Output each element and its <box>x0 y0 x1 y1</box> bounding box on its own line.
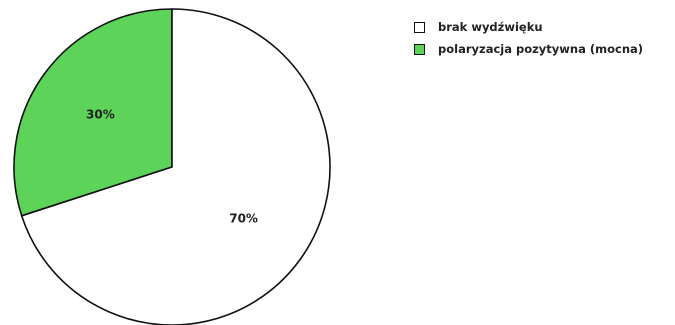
pie-slice-polaryzacja-pozytywna-mocna <box>13 8 173 217</box>
legend-label-polaryzacja-pozytywna: polaryzacja pozytywna (mocna) <box>438 42 644 56</box>
legend-item-polaryzacja-pozytywna: polaryzacja pozytywna (mocna) <box>414 38 643 60</box>
pie-slices <box>13 8 331 325</box>
pie-labels: 30% 70% <box>86 108 258 226</box>
legend-swatch-polaryzacja-pozytywna <box>414 43 425 55</box>
chart-legend: brak wydźwięku polaryzacja pozytywna (mo… <box>414 16 643 60</box>
pie-slice-brak-wydzwieku <box>20 8 331 325</box>
legend-item-brak-wydzwieku: brak wydźwięku <box>414 16 643 38</box>
pie-label-brak-wydzwieku: 70% <box>229 212 258 226</box>
legend-label-brak-wydzwieku: brak wydźwięku <box>438 20 543 34</box>
legend-swatch-brak-wydzwieku <box>414 21 425 33</box>
pie-label-polaryzacja-pozytywna-mocna: 30% <box>86 108 115 122</box>
